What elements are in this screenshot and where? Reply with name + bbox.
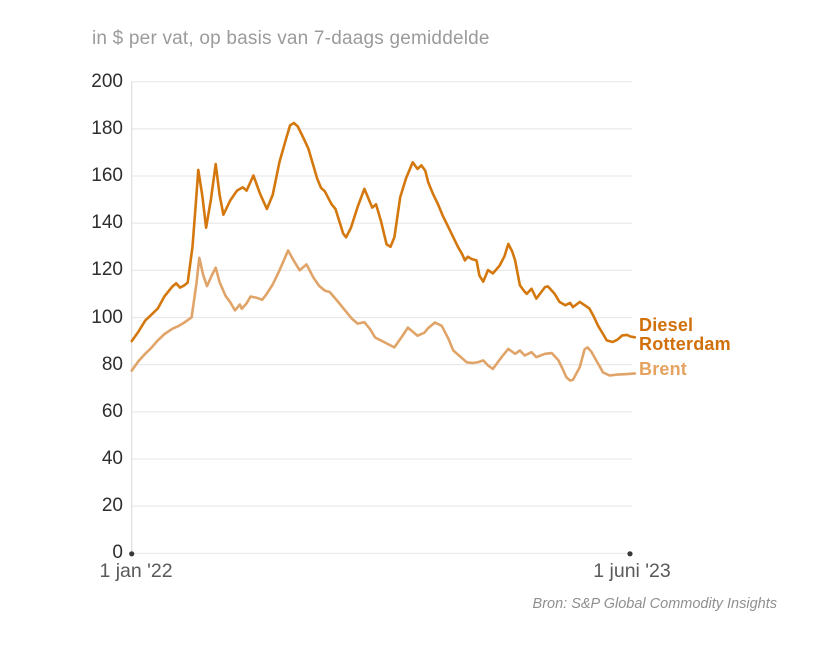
x-tick-label-end: 1 juni '23: [593, 560, 671, 582]
y-tick-label-200: 200: [91, 70, 123, 92]
source-credit: Bron: S&P Global Commodity Insights: [532, 596, 777, 612]
y-tick-label-40: 40: [101, 447, 123, 469]
y-tick-label-20: 20: [101, 495, 123, 517]
series-label-diesel-rotterdam: Diesel Rotterdam: [639, 316, 731, 354]
series-label-diesel-line1: Diesel: [639, 315, 694, 335]
y-tick-label-160: 160: [91, 165, 123, 187]
y-tick-label-0: 0: [112, 542, 123, 564]
series-label-brent: Brent: [639, 359, 688, 379]
series-line-diesel-rotterdam: [130, 121, 637, 344]
y-tick-label-180: 180: [91, 117, 123, 139]
y-tick-label-140: 140: [91, 212, 123, 234]
y-tick-label-120: 120: [91, 259, 123, 281]
y-tick-label-100: 100: [91, 306, 123, 328]
series-line-brent: [130, 249, 637, 382]
x-tick-marker-end: [627, 551, 633, 557]
y-tick-label-60: 60: [101, 400, 123, 422]
y-tick-label-80: 80: [101, 353, 123, 375]
x-tick-marker-start: [129, 551, 135, 557]
chart-title: in $ per vat, op basis van 7-daags gemid…: [92, 28, 490, 49]
x-tick-label-start: 1 jan '22: [99, 560, 173, 582]
series-label-diesel-line2: Rotterdam: [639, 334, 731, 354]
